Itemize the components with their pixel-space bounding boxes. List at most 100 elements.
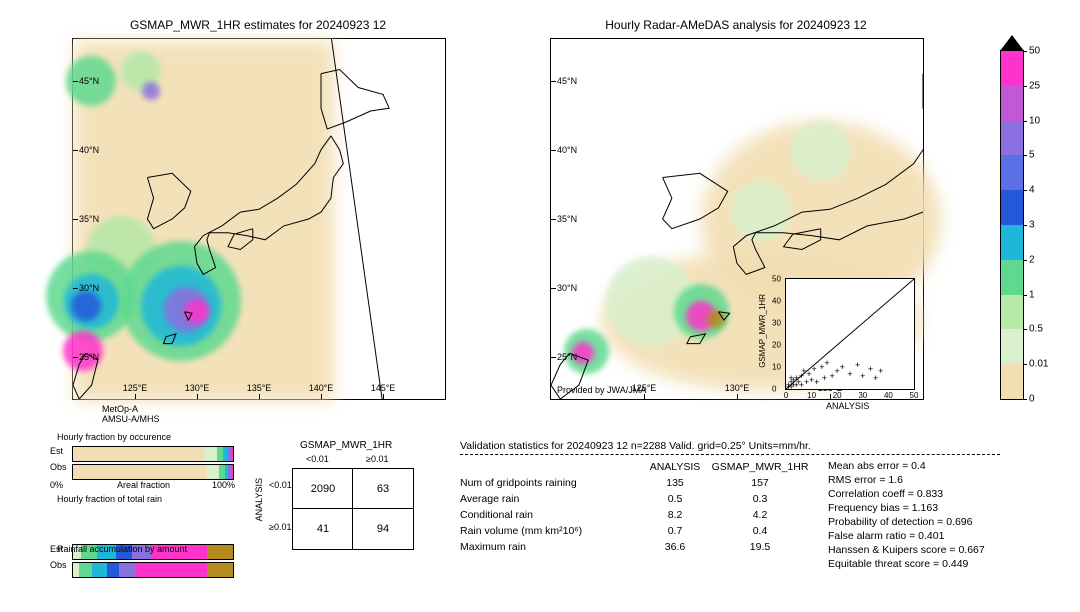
stats-col-analysis: ANALYSIS (640, 459, 710, 475)
lon-label: 140°E (309, 383, 334, 393)
scatter-xtick: 20 (833, 391, 842, 400)
scatter-xlabel: ANALYSIS (826, 401, 869, 411)
ct-title: GSMAP_MWR_1HR (300, 440, 392, 451)
metric-line: False alarm ratio = 0.401 (828, 529, 985, 543)
scatter-point: + (847, 369, 852, 379)
lat-label: 35°N (557, 214, 577, 224)
bar-segment (92, 563, 106, 577)
lon-label: 130°E (185, 383, 210, 393)
lon-label: 125°E (123, 383, 148, 393)
bar-segment (207, 545, 233, 559)
stats-row-gsmap: 157 (710, 475, 810, 491)
scatter-xtick: 10 (807, 391, 816, 400)
bar-segment (207, 465, 218, 479)
metric-line: Correlation coeff = 0.833 (828, 487, 985, 501)
colorbar-label: 0.5 (1029, 324, 1043, 335)
colorbar-label: 0 (1029, 394, 1035, 405)
scatter-point: + (824, 358, 829, 368)
stats-row-gsmap: 0.3 (710, 491, 810, 507)
metric-line: Mean abs error = 0.4 (828, 459, 985, 473)
bar-segment (204, 447, 217, 461)
colorbar-label: 50 (1029, 46, 1040, 57)
lat-label: 25°N (557, 352, 577, 362)
provided-by: Provided by JWA/JMA (557, 385, 646, 395)
right-map-title: Hourly Radar-AMeDAS analysis for 2024092… (550, 18, 922, 32)
scatter-point: + (868, 364, 873, 374)
bars-title-accum: Rainfall accumulation by amount (57, 544, 187, 554)
colorbar-label: 5 (1029, 150, 1035, 161)
colorbar-segment (1001, 51, 1023, 86)
bar-segment (231, 465, 233, 479)
colorbar-segment (1001, 295, 1023, 330)
lat-label: 30°N (79, 283, 99, 293)
stats-row-name: Num of gridpoints raining (460, 475, 640, 491)
scatter-point: + (814, 377, 819, 387)
colorbar-label: 0.01 (1029, 359, 1048, 370)
lon-label: 130°E (725, 383, 750, 393)
stats-row-name: Average rain (460, 491, 640, 507)
stats-row-analysis: 36.6 (640, 539, 710, 555)
scatter-plot: ++++++++++++++++++++++++++++++0010102020… (785, 278, 915, 390)
scatter-xtick: 50 (910, 391, 919, 400)
ct-row-1: ≥0.01 (269, 522, 291, 532)
lat-label: 35°N (79, 214, 99, 224)
colorbar-label: 10 (1029, 115, 1040, 126)
scatter-ytick: 30 (772, 319, 781, 328)
lat-label: 45°N (557, 76, 577, 86)
stats-row-analysis: 0.7 (640, 523, 710, 539)
colorbar-label: 1 (1029, 289, 1035, 300)
colorbar: 502510543210.50.010 (1000, 50, 1024, 400)
scatter-point: + (855, 360, 860, 370)
scatter-ylabel: GSMAP_MWR_1HR (758, 294, 767, 368)
metrics-list: Mean abs error = 0.4RMS error = 1.6Corre… (828, 458, 985, 572)
metric-line: Probability of detection = 0.696 (828, 515, 985, 529)
ct-cell-00: 2090 (292, 468, 354, 510)
metric-line: Equitable threat score = 0.449 (828, 557, 985, 571)
bar-segment (135, 563, 207, 577)
scatter-ytick: 50 (772, 275, 781, 284)
bar-segment (73, 447, 204, 461)
bar-occurrence-obs (72, 464, 234, 480)
colorbar-top-triangle (1000, 35, 1024, 51)
bar-label-obs: Obs (50, 462, 67, 472)
scatter-xtick: 40 (884, 391, 893, 400)
colorbar-segment (1001, 155, 1023, 190)
colorbar-label: 3 (1029, 220, 1035, 231)
stats-row-analysis: 135 (640, 475, 710, 491)
stats-header: Validation statistics for 20240923 12 n=… (460, 440, 1000, 455)
colorbar-segment (1001, 225, 1023, 260)
bar-segment (207, 563, 233, 577)
stats-row-analysis: 8.2 (640, 507, 710, 523)
scatter-point: + (878, 366, 883, 376)
scatter-ytick: 40 (772, 297, 781, 306)
stats-row-gsmap: 19.5 (710, 539, 810, 555)
scatter-point: + (812, 364, 817, 374)
scatter-point: + (822, 373, 827, 383)
stats-row-name: Maximum rain (460, 539, 640, 555)
ct-cell-10: 41 (292, 508, 354, 550)
bar-label-est: Est (50, 446, 63, 456)
colorbar-segment (1001, 121, 1023, 156)
lon-label: 135°E (247, 383, 272, 393)
bars-title-occurrence: Hourly fraction by occurence (57, 432, 171, 442)
metric-line: Frequency bias = 1.163 (828, 501, 985, 515)
ct-cell-01: 63 (352, 468, 414, 510)
lon-label: 145°E (371, 383, 396, 393)
stats-col-gsmap: GSMAP_MWR_1HR (710, 459, 810, 475)
stats-row-analysis: 0.5 (640, 491, 710, 507)
scatter-point: + (840, 362, 845, 372)
colorbar-label: 2 (1029, 254, 1035, 265)
stats-row-gsmap: 0.4 (710, 523, 810, 539)
bar-pct-100: 100% (212, 480, 235, 490)
bar-areal-label: Areal fraction (117, 480, 170, 490)
lat-label: 25°N (79, 352, 99, 362)
bar-segment (231, 447, 233, 461)
lat-label: 30°N (557, 283, 577, 293)
bar-segment (73, 465, 207, 479)
bar-pct-0: 0% (50, 480, 63, 490)
metric-line: Hanssen & Kuipers score = 0.667 (828, 543, 985, 557)
colorbar-segment (1001, 190, 1023, 225)
satellite-line-2: AMSU-A/MHS (102, 414, 160, 424)
lat-label: 40°N (557, 145, 577, 155)
bar-segment (107, 563, 120, 577)
